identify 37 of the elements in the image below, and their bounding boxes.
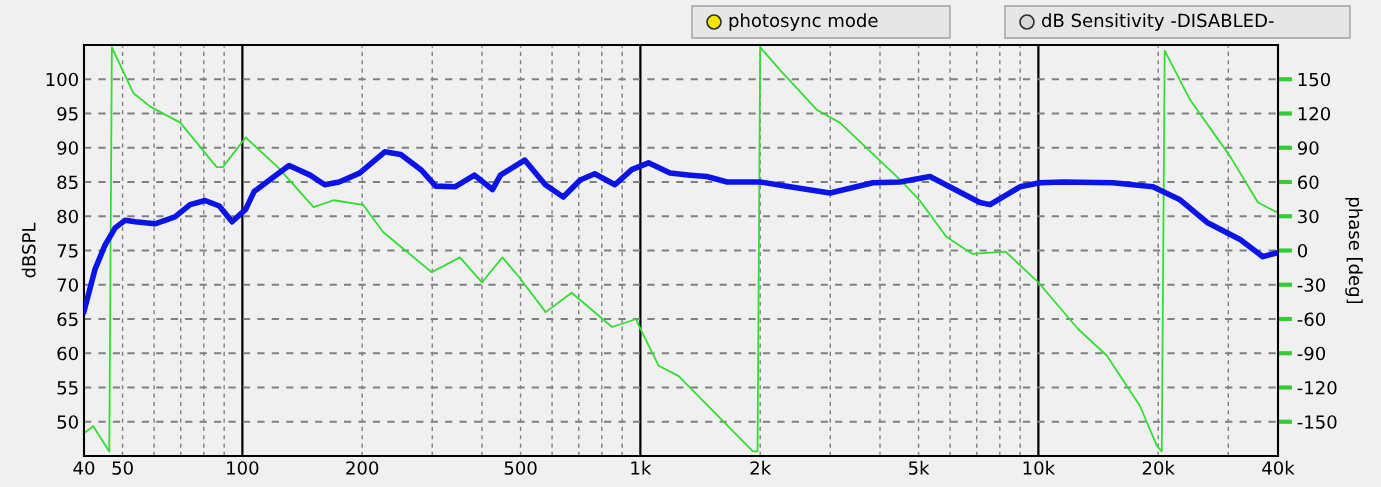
y-tick-label: 90 bbox=[57, 141, 78, 155]
x-tick-label: 1k bbox=[631, 460, 652, 475]
text: photosync mode bbox=[729, 13, 878, 31]
x-tick-label: 10k bbox=[1023, 460, 1056, 475]
x-tick-label: 200 bbox=[346, 461, 379, 475]
x-tick-label: 50 bbox=[112, 461, 133, 475]
y-tick-label: 75 bbox=[57, 244, 78, 258]
y-tick-label: 65 bbox=[57, 312, 78, 327]
y2-tick-label: -120 bbox=[1297, 380, 1337, 395]
y-axis-title: dBSPL bbox=[21, 222, 36, 278]
y-tick-label: 100 bbox=[46, 72, 78, 87]
y2-tick-label: -90 bbox=[1297, 346, 1326, 361]
y-tick-label: 85 bbox=[57, 175, 78, 190]
y2-tick-label: -30 bbox=[1297, 278, 1326, 292]
text: dB Sensitivity -DISABLED- bbox=[1042, 13, 1274, 31]
y-tick-label: 55 bbox=[57, 381, 78, 395]
x-tick-label: 20k bbox=[1142, 460, 1175, 475]
y-tick-label: 50 bbox=[57, 415, 78, 429]
x-tick-label: 40 bbox=[73, 461, 95, 475]
y2-tick-label: 30 bbox=[1298, 209, 1319, 224]
y2-tick-label: 0 bbox=[1297, 243, 1308, 258]
y-tick-label: 95 bbox=[57, 106, 78, 121]
y2-axis-title: phase [deg] bbox=[1345, 197, 1363, 304]
x-tick-label: 100 bbox=[227, 461, 259, 475]
y-tick-label: 60 bbox=[57, 346, 78, 361]
y2-tick-label: -150 bbox=[1297, 415, 1337, 429]
x-tick-label: 5k bbox=[908, 460, 930, 475]
y-tick-label: 70 bbox=[57, 278, 78, 292]
x-tick-label: 500 bbox=[504, 461, 537, 475]
x-tick-label: 40k bbox=[1262, 460, 1295, 475]
y2-tick-label: 90 bbox=[1297, 141, 1319, 155]
y-tick-label: 80 bbox=[57, 209, 78, 224]
y2-tick-label: 60 bbox=[1298, 175, 1319, 190]
y2-tick-label: 120 bbox=[1298, 106, 1331, 121]
x-tick-label: 2k bbox=[750, 460, 772, 475]
y2-tick-label: 150 bbox=[1298, 72, 1331, 87]
y2-tick-label: -60 bbox=[1297, 312, 1326, 327]
